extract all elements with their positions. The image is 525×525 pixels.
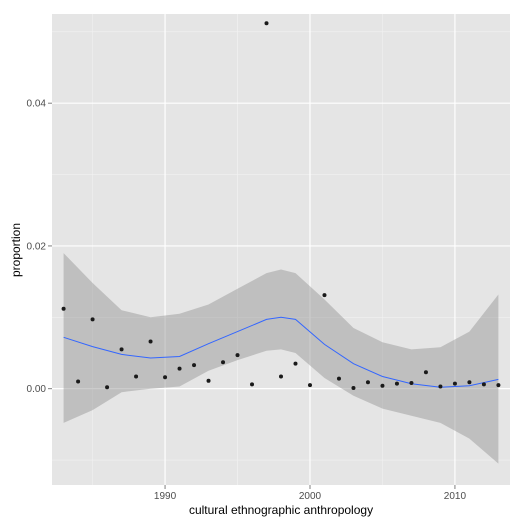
data-point <box>336 376 341 381</box>
x-tick-label: 1990 <box>154 491 177 502</box>
data-point <box>177 366 182 371</box>
x-axis: 1990 2000 2010 <box>154 485 467 502</box>
data-point <box>438 384 443 389</box>
data-point <box>105 385 110 390</box>
data-point <box>192 363 197 368</box>
data-point <box>496 383 501 388</box>
data-point <box>235 353 240 358</box>
data-point <box>293 361 298 366</box>
data-point <box>250 382 255 387</box>
data-point <box>322 293 327 298</box>
y-tick-label: 0.00 <box>27 384 47 395</box>
data-point <box>394 381 399 386</box>
data-point <box>351 385 356 390</box>
data-point <box>206 378 211 383</box>
data-point <box>90 317 95 322</box>
y-axis: 0.00 0.02 0.04 <box>27 99 52 395</box>
data-point <box>148 339 153 344</box>
x-tick-label: 2010 <box>444 491 467 502</box>
data-point <box>61 306 66 311</box>
data-point <box>134 374 139 379</box>
data-point <box>163 375 168 380</box>
x-axis-title: cultural ethnographic anthropology <box>189 503 373 517</box>
x-tick-label: 2000 <box>299 491 322 502</box>
data-point <box>409 380 414 385</box>
data-point <box>467 380 472 385</box>
minor-gridlines <box>52 14 510 485</box>
data-point <box>119 347 124 352</box>
data-point <box>365 380 370 385</box>
data-point <box>76 379 81 384</box>
y-axis-title: proportion <box>9 223 23 277</box>
data-point <box>279 374 283 379</box>
smooth-line <box>63 316 499 388</box>
data-point <box>307 383 312 388</box>
y-tick-label: 0.02 <box>27 241 47 252</box>
data-point <box>481 382 486 387</box>
y-tick-label: 0.04 <box>27 99 47 110</box>
data-point <box>423 370 428 375</box>
data-point <box>380 383 385 388</box>
data-point <box>221 360 226 365</box>
data-points <box>61 21 501 390</box>
data-point <box>264 21 269 26</box>
data-point <box>452 381 457 386</box>
